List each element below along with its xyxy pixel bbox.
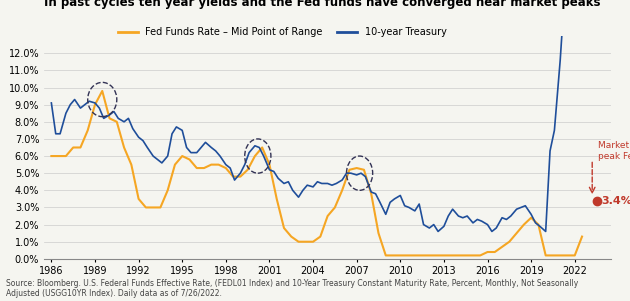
10-year Treasury	[183, 146, 190, 149]
Text: In past cycles ten year yields and the Fed funds have converged near market peak: In past cycles ten year yields and the F…	[44, 0, 600, 8]
Text: Source: Bloomberg. U.S. Federal Funds Effective Rate, (FEDL01 Index) and 10-Year: Source: Bloomberg. U.S. Federal Funds Ef…	[6, 279, 578, 298]
Fed Funds Rate – Mid Point of Range	[98, 89, 106, 93]
Line: 10-year Treasury: 10-year Treasury	[52, 0, 582, 231]
Fed Funds Rate – Mid Point of Range	[346, 168, 353, 172]
Fed Funds Rate – Mid Point of Range	[48, 154, 55, 158]
10-year Treasury	[48, 101, 55, 105]
10-year Treasury	[357, 171, 365, 175]
10-year Treasury	[168, 132, 176, 135]
Fed Funds Rate – Mid Point of Range	[229, 175, 237, 178]
Text: Market estimate of
peak Fed funds rate: Market estimate of peak Fed funds rate	[598, 141, 630, 161]
Legend: Fed Funds Rate – Mid Point of Range, 10-year Treasury: Fed Funds Rate – Mid Point of Range, 10-…	[114, 23, 450, 41]
10-year Treasury	[295, 195, 302, 199]
Fed Funds Rate – Mid Point of Range	[171, 163, 179, 166]
Text: 3.4%: 3.4%	[601, 196, 630, 206]
Fed Funds Rate – Mid Point of Range	[164, 188, 171, 192]
Fed Funds Rate – Mid Point of Range	[353, 166, 360, 170]
Fed Funds Rate – Mid Point of Range	[542, 254, 549, 257]
Line: Fed Funds Rate – Mid Point of Range: Fed Funds Rate – Mid Point of Range	[52, 91, 582, 256]
Fed Funds Rate – Mid Point of Range	[382, 254, 389, 257]
10-year Treasury	[245, 151, 253, 154]
Fed Funds Rate – Mid Point of Range	[578, 235, 586, 238]
10-year Treasury	[434, 230, 442, 233]
